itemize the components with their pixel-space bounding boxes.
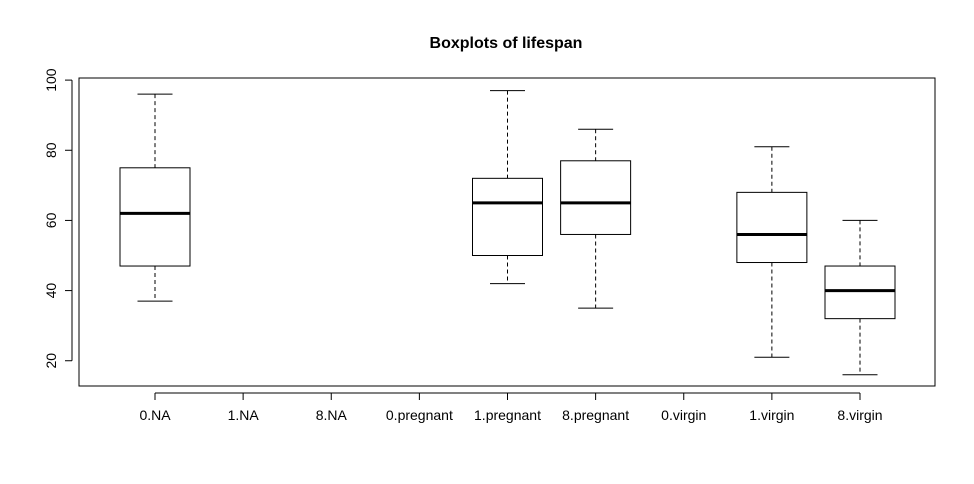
box-1.virgin xyxy=(736,146,808,358)
box-0.NA xyxy=(119,93,191,302)
boxes-group xyxy=(119,90,896,376)
x-tick-label: 1.NA xyxy=(228,407,260,423)
y-tick-label: 20 xyxy=(43,353,59,369)
iqr-box xyxy=(472,177,543,257)
x-tick-label: 0.virgin xyxy=(661,407,706,423)
y-tick-label: 100 xyxy=(43,68,59,92)
box-8.pregnant xyxy=(560,128,632,309)
x-tick-label: 1.pregnant xyxy=(474,407,541,423)
iqr-box xyxy=(736,191,808,264)
plot-frame xyxy=(78,77,936,387)
x-tick-label: 0.NA xyxy=(139,407,171,423)
iqr-box xyxy=(119,167,191,267)
y-tick-label: 80 xyxy=(43,142,59,158)
x-tick-label: 0.pregnant xyxy=(386,407,453,423)
x-tick-label: 8.pregnant xyxy=(562,407,629,423)
x-axis: 0.NA 1.NA 8.NA 0.pregnant 1.pregnant 8.pregna… xyxy=(139,392,883,423)
x-tick-label: 8.virgin xyxy=(837,407,882,423)
box-8.virgin xyxy=(824,219,896,376)
iqr-box xyxy=(560,160,632,235)
iqr-box xyxy=(824,265,896,320)
y-axis: 20 40 60 80 100 xyxy=(43,68,73,369)
y-tick-label: 60 xyxy=(43,212,59,228)
x-tick-label: 1.virgin xyxy=(749,407,794,423)
box-1.pregnant xyxy=(472,90,543,285)
chart-title: Boxplots of lifespan xyxy=(430,35,583,52)
x-tick-label: 8.NA xyxy=(316,407,348,423)
y-tick-label: 40 xyxy=(43,283,59,299)
